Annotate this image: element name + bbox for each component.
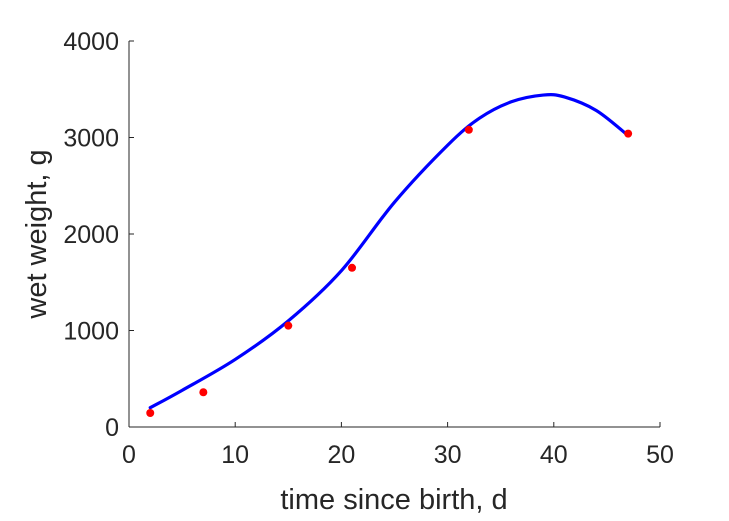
data-point: [348, 263, 357, 272]
y-ticks: 0 1000 2000 3000 4000: [63, 28, 134, 442]
x-ticks: 0 10 20 30 40 50: [122, 422, 674, 469]
y-tick-label: 0: [105, 414, 119, 442]
data-point: [146, 409, 155, 418]
x-axis-label: time since birth, d: [280, 484, 507, 516]
y-tick-label: 4000: [63, 28, 119, 56]
x-tick-label: 20: [327, 441, 355, 469]
data-point: [284, 321, 293, 330]
data-point: [624, 129, 633, 138]
y-tick-label: 3000: [63, 125, 119, 153]
data-point: [464, 125, 473, 134]
x-tick-label: 30: [434, 441, 462, 469]
y-tick-label: 2000: [63, 221, 119, 249]
y-axis-label: wet weight, g: [21, 149, 53, 319]
y-tick-label: 1000: [63, 318, 119, 346]
axes: [128, 41, 660, 428]
x-tick-label: 40: [540, 441, 568, 469]
x-tick-label: 0: [122, 441, 136, 469]
plot-series: [146, 93, 633, 418]
x-tick-label: 10: [221, 441, 249, 469]
x-tick-label: 50: [646, 441, 674, 469]
fit-curve: [148, 93, 630, 410]
data-point: [199, 388, 208, 397]
